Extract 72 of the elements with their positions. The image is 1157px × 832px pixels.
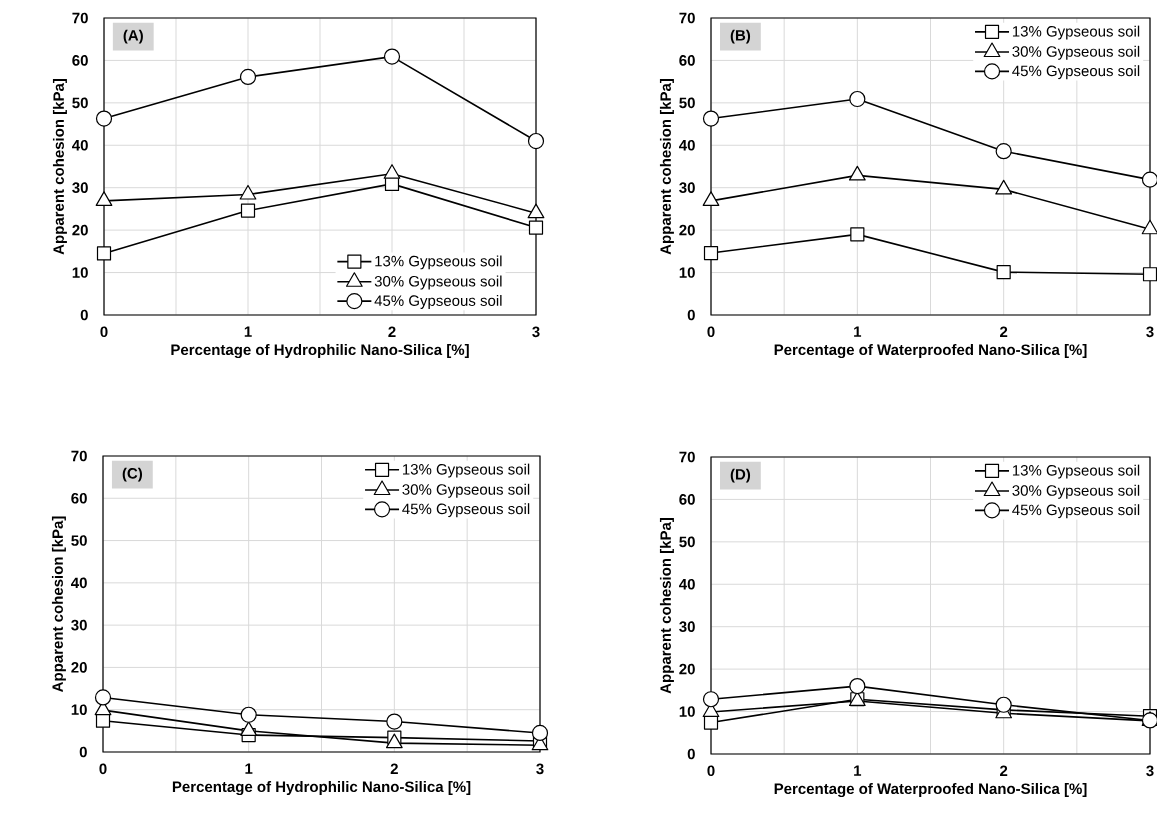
x-axis-title: Percentage of Hydrophilic Nano-Silica [%] bbox=[171, 344, 469, 359]
x-tick-label: 1 bbox=[854, 765, 862, 776]
legend-label: 30% Gypseous soil bbox=[1012, 45, 1140, 60]
legend-label: 13% Gypseous soil bbox=[1012, 25, 1140, 40]
y-tick-label: 50 bbox=[71, 535, 87, 546]
y-tick-label: 0 bbox=[80, 309, 88, 321]
y-tick-label: 70 bbox=[679, 451, 695, 463]
y-tick-label: 20 bbox=[72, 224, 88, 236]
y-tick-label: 40 bbox=[71, 577, 87, 589]
x-axis-title: Percentage of Waterproofed Nano-Silica [%] bbox=[774, 783, 1087, 798]
legend-label: 30% Gypseous soil bbox=[1012, 484, 1140, 499]
y-tick-label: 0 bbox=[687, 309, 695, 321]
text: (A) bbox=[123, 29, 143, 44]
x-tick-label: 3 bbox=[1146, 326, 1154, 338]
legend-label: 45% Gypseous soil bbox=[1012, 65, 1140, 80]
x-tick-label: 0 bbox=[100, 326, 108, 338]
legend-label: 30% Gypseous soil bbox=[402, 483, 530, 498]
x-tick-label: 0 bbox=[99, 763, 107, 775]
x-tick-label: 2 bbox=[388, 326, 396, 337]
y-tick-label: 30 bbox=[679, 182, 695, 194]
legend-label: 30% Gypseous soil bbox=[374, 275, 502, 290]
y-tick-label: 10 bbox=[679, 267, 695, 278]
text: (D) bbox=[730, 468, 751, 483]
y-tick-label: 60 bbox=[71, 492, 87, 504]
y-tick-label: 30 bbox=[679, 621, 695, 633]
y-tick-label: 20 bbox=[679, 663, 695, 675]
y-tick-label: 10 bbox=[679, 706, 695, 717]
text: (C) bbox=[122, 467, 143, 482]
y-tick-label: 10 bbox=[71, 704, 87, 715]
y-tick-label: 50 bbox=[679, 536, 695, 548]
x-tick-label: 2 bbox=[390, 763, 398, 774]
y-tick-label: 0 bbox=[687, 748, 695, 760]
legend-label: 13% Gypseous soil bbox=[1012, 464, 1140, 479]
y-tick-label: 60 bbox=[679, 494, 695, 505]
x-tick-label: 1 bbox=[245, 763, 253, 774]
x-tick-label: 3 bbox=[1146, 765, 1154, 777]
x-tick-label: 3 bbox=[532, 326, 540, 338]
y-axis-title: Apparent cohesion [kPa] bbox=[51, 516, 66, 692]
y-tick-label: 70 bbox=[71, 450, 87, 462]
text: (B) bbox=[730, 29, 751, 44]
y-tick-label: 40 bbox=[679, 139, 695, 151]
x-axis-title: Percentage of Hydrophilic Nano-Silica [%] bbox=[172, 781, 471, 796]
y-tick-label: 40 bbox=[72, 139, 88, 151]
legend-label: 13% Gypseous soil bbox=[402, 463, 530, 478]
y-tick-label: 0 bbox=[79, 746, 87, 758]
y-tick-label: 70 bbox=[72, 12, 88, 24]
y-tick-label: 10 bbox=[72, 267, 88, 278]
y-tick-label: 30 bbox=[71, 619, 87, 631]
x-tick-label: 2 bbox=[1000, 765, 1008, 776]
x-tick-label: 0 bbox=[707, 326, 715, 338]
y-tick-label: 70 bbox=[679, 12, 695, 24]
y-tick-label: 50 bbox=[679, 97, 695, 109]
legend-label: 45% Gypseous soil bbox=[374, 294, 502, 309]
y-tick-label: 60 bbox=[72, 55, 88, 66]
y-tick-label: 20 bbox=[679, 224, 695, 236]
legend-label: 13% Gypseous soil bbox=[375, 255, 502, 270]
legend-label: 45% Gypseous soil bbox=[1012, 504, 1140, 519]
x-tick-label: 1 bbox=[854, 326, 862, 337]
y-tick-label: 30 bbox=[72, 182, 88, 194]
x-tick-label: 1 bbox=[244, 326, 252, 337]
y-tick-label: 60 bbox=[679, 55, 695, 66]
x-tick-label: 2 bbox=[1000, 326, 1008, 337]
y-tick-label: 20 bbox=[71, 662, 87, 673]
y-axis-title: Apparent cohesion [kPa] bbox=[659, 517, 674, 694]
x-tick-label: 3 bbox=[536, 763, 544, 775]
y-axis-title: Apparent cohesion [kPa] bbox=[52, 78, 67, 255]
y-axis-title: Apparent cohesion [kPa] bbox=[659, 78, 674, 255]
y-tick-label: 50 bbox=[72, 97, 88, 109]
x-tick-label: 0 bbox=[707, 765, 715, 777]
legend-label: 45% Gypseous soil bbox=[402, 503, 530, 518]
x-axis-title: Percentage of Waterproofed Nano-Silica [%] bbox=[774, 344, 1087, 359]
y-tick-label: 40 bbox=[679, 578, 695, 590]
